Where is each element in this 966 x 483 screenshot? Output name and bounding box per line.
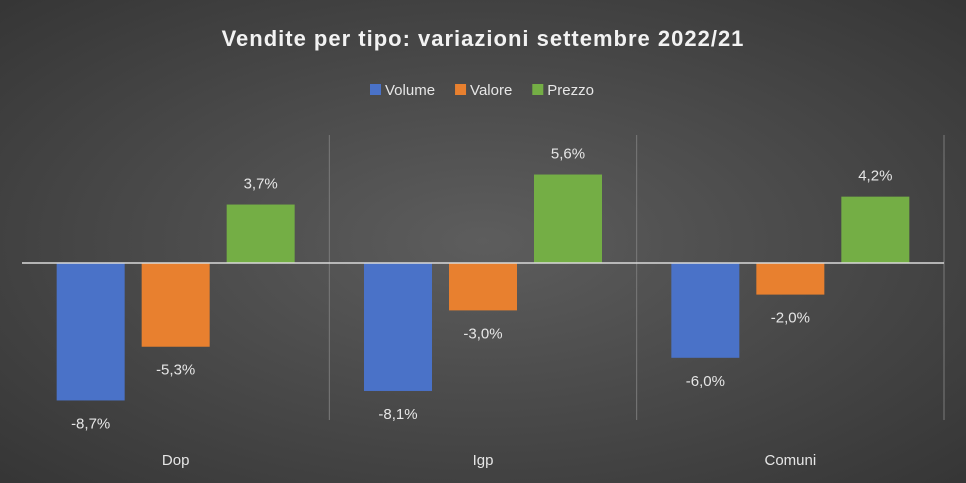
data-label: 3,7% bbox=[244, 176, 278, 193]
bar bbox=[841, 196, 910, 263]
bar bbox=[756, 263, 825, 295]
x-tick-label: Dop bbox=[162, 452, 190, 469]
data-label: -8,7% bbox=[71, 415, 110, 432]
bar bbox=[449, 263, 517, 311]
legend-swatch bbox=[370, 84, 381, 95]
data-label: -6,0% bbox=[686, 373, 725, 390]
chart-title: Vendite per tipo: variazioni settembre 2… bbox=[222, 26, 745, 51]
legend-label: Prezzo bbox=[547, 82, 594, 99]
bar bbox=[671, 263, 740, 358]
legend-swatch bbox=[532, 84, 544, 95]
legend-label: Volume bbox=[385, 82, 435, 99]
bar bbox=[226, 204, 295, 263]
legend-swatch bbox=[455, 84, 467, 95]
data-label: -5,3% bbox=[156, 362, 195, 379]
data-label: -3,0% bbox=[463, 325, 502, 342]
bar bbox=[364, 263, 432, 391]
legend-label: Valore bbox=[470, 82, 512, 99]
x-tick-label: Comuni bbox=[764, 452, 816, 469]
data-label: 4,2% bbox=[858, 168, 892, 185]
data-label: -2,0% bbox=[771, 310, 810, 327]
bar bbox=[534, 174, 602, 263]
bar bbox=[56, 263, 125, 401]
data-label: 5,6% bbox=[551, 145, 585, 162]
x-tick-label: Igp bbox=[473, 452, 494, 469]
data-label: -8,1% bbox=[378, 406, 417, 423]
bar bbox=[141, 263, 210, 347]
